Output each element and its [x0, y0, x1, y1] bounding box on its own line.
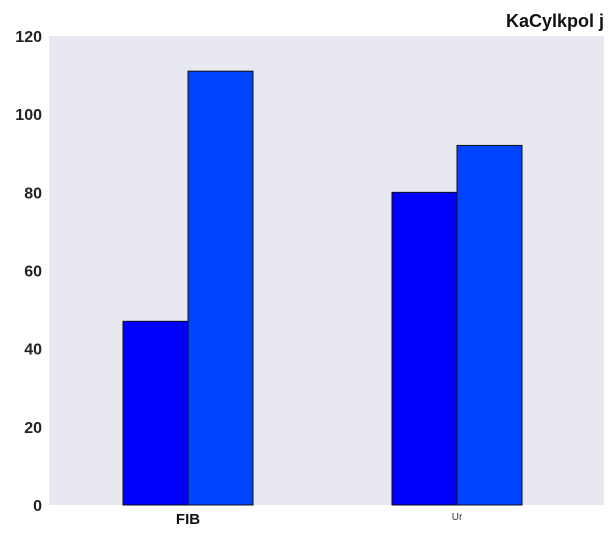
chart-title: KaCylkpol j — [506, 11, 604, 31]
y-tick-label: 80 — [24, 185, 42, 202]
y-tick-label: 20 — [24, 420, 42, 437]
bar-ur-series-2 — [456, 144, 523, 506]
y-tick-label: 0 — [33, 498, 42, 515]
bar-fib-series-1 — [122, 320, 189, 506]
y-tick-label: 100 — [15, 107, 42, 124]
x-tick-label: FIB — [176, 511, 200, 528]
y-tick-label: 120 — [15, 29, 42, 46]
bar-ur-series-1 — [391, 191, 458, 506]
bars-group — [122, 70, 523, 506]
y-axis-ticks: 0 20 40 60 80 100 120 — [15, 29, 42, 515]
x-axis-ticks: FIB Ur — [176, 511, 463, 528]
y-tick-label: 60 — [24, 264, 42, 281]
x-tick-label: Ur — [452, 512, 463, 523]
y-tick-label: 40 — [24, 342, 42, 359]
bar-fib-series-2 — [187, 70, 254, 506]
